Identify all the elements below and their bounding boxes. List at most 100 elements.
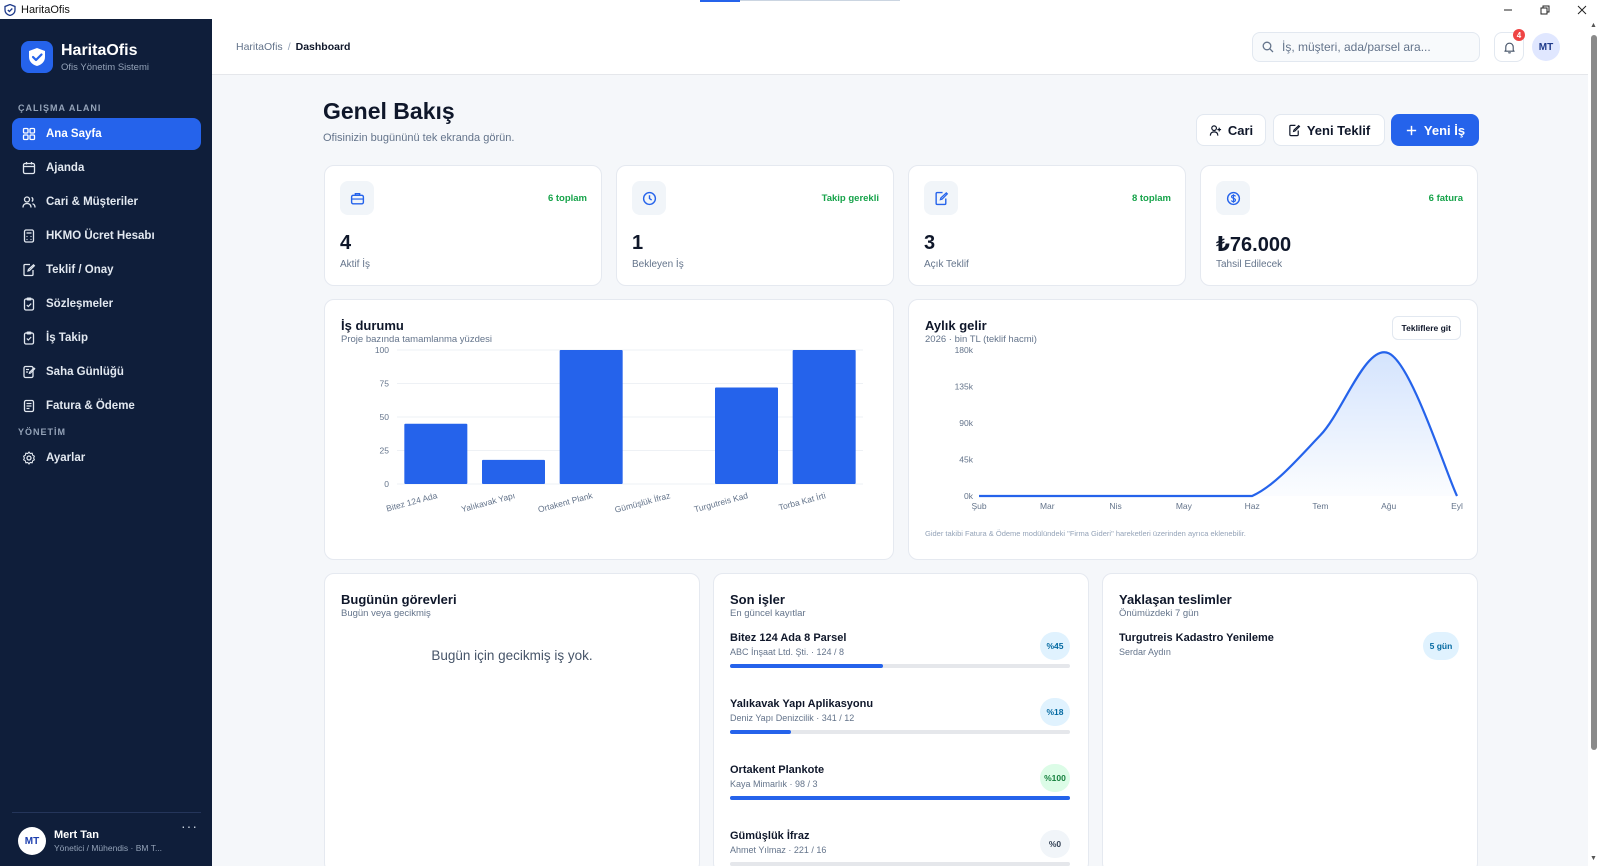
- cari-button-label: Cari: [1227, 122, 1254, 138]
- list-item[interactable]: Ortakent Plankote Kaya Mimarlık · 98 / 3…: [730, 764, 1070, 800]
- stat-value: 1: [632, 232, 644, 254]
- card-title: İş durumu: [341, 318, 404, 333]
- titlebar-line: [740, 0, 900, 1]
- edit-doc-icon: [23, 263, 36, 277]
- gear-icon: [23, 451, 35, 465]
- y-tick-label: 75: [380, 379, 390, 389]
- breadcrumb-root[interactable]: HaritaOfis: [236, 41, 283, 53]
- sidebar-item-hkmo-ucret[interactable]: HKMO Ücret Hesabı: [12, 220, 201, 252]
- go-to-offers-button[interactable]: Tekliflere git: [1391, 316, 1461, 340]
- sidebar-item-ajanda[interactable]: Ajanda: [12, 152, 201, 184]
- sidebar: HaritaOfis Ofis Yönetim Sistemi ÇALIŞMA …: [0, 19, 212, 866]
- scroll-down-icon[interactable]: ▼: [1590, 855, 1597, 862]
- stat-card-receivables[interactable]: 6 fatura ₺76.000 Tahsil Edilecek: [1200, 165, 1478, 286]
- job-status-bar-chart: 0 25 50 75 100 Bitez 124 Ada Yalıkavak Yapı Ort…: [375, 345, 863, 515]
- users-icon: [22, 196, 36, 208]
- job-progress-bar: [730, 796, 1070, 800]
- brand-name: HaritaOfis: [61, 41, 138, 59]
- card-subtitle: Önümüzdeki 7 gün: [1119, 608, 1199, 619]
- sidebar-item-label: Fatura & Ödeme: [46, 400, 135, 412]
- sidebar-item-is-takip[interactable]: İş Takip: [12, 322, 201, 354]
- stat-badge: Takip gerekli: [821, 193, 879, 204]
- breadcrumb-separator: /: [287, 41, 291, 53]
- sidebar-item-label: Ayarlar: [46, 452, 86, 464]
- y-tick-label: 100: [375, 345, 389, 355]
- stat-card-pending-jobs[interactable]: Takip gerekli 1 Bekleyen İş: [616, 165, 894, 286]
- bar: [404, 423, 468, 484]
- search-input[interactable]: [1282, 40, 1472, 54]
- job-progress-pill: %18: [1040, 698, 1070, 726]
- list-item[interactable]: Bitez 124 Ada 8 Parsel ABC İnşaat Ltd. Ş…: [730, 632, 1070, 668]
- close-button[interactable]: [1564, 0, 1600, 19]
- sidebar-item-saha-gunlugu[interactable]: Saha Günlüğü: [12, 356, 201, 388]
- search-box[interactable]: [1252, 32, 1480, 62]
- notifications-button[interactable]: 4: [1494, 29, 1525, 62]
- scrollbar-thumb[interactable]: [1591, 35, 1597, 750]
- cari-button[interactable]: Cari: [1196, 114, 1266, 146]
- card-title: Bugünün görevleri: [341, 592, 457, 607]
- job-progress-fill: [730, 730, 792, 734]
- restore-button[interactable]: [1527, 0, 1563, 19]
- stat-value: 4: [340, 232, 352, 254]
- calendar-icon: [22, 162, 36, 175]
- card-title: Son işler: [730, 592, 785, 607]
- stat-label: Açık Teklif: [924, 259, 969, 270]
- job-status-card: İş durumu Proje bazında tamamlanma yüzde…: [324, 299, 894, 560]
- search-icon: [1262, 41, 1274, 53]
- briefcase-icon: [340, 181, 374, 215]
- card-subtitle: En güncel kayıtlar: [730, 608, 806, 619]
- stat-value: 3: [924, 232, 936, 254]
- y-tick-label: 180k: [955, 345, 974, 355]
- income-footnote: Gider takibi Fatura & Ödeme modülündeki …: [925, 529, 1246, 538]
- scroll-up-icon[interactable]: ▲: [1590, 22, 1597, 29]
- stat-card-open-offers[interactable]: 8 toplam 3 Açık Teklif: [908, 165, 1186, 286]
- user-profile[interactable]: MT Mert Tan Yönetici / Mühendis · BM T..…: [18, 827, 162, 855]
- receipt-icon: [23, 399, 35, 413]
- sidebar-item-fatura-odeme[interactable]: Fatura & Ödeme: [12, 390, 201, 422]
- job-progress-fill: [730, 664, 883, 668]
- header-avatar[interactable]: MT: [1532, 33, 1560, 61]
- stat-label: Aktif İş: [340, 259, 371, 270]
- dollar-icon: [1216, 181, 1250, 215]
- sidebar-item-label: HKMO Ücret Hesabı: [46, 230, 155, 242]
- sidebar-item-teklif-onay[interactable]: Teklif / Onay: [12, 254, 201, 286]
- scrollbar[interactable]: ▲ ▼: [1588, 19, 1600, 866]
- stat-value: ₺76.000: [1216, 234, 1292, 256]
- breadcrumb: HaritaOfis / Dashboard: [236, 41, 350, 53]
- job-meta: Deniz Yapı Denizcilik · 341 / 12: [730, 713, 855, 723]
- edit-doc-icon: [924, 181, 958, 215]
- x-tick-label: May: [1176, 501, 1193, 511]
- list-item[interactable]: Turgutreis Kadastro Yenileme Serdar Aydı…: [1119, 632, 1459, 660]
- x-tick-label: Haz: [1245, 501, 1260, 511]
- new-job-button[interactable]: Yeni İş: [1391, 114, 1479, 146]
- breadcrumb-current: Dashboard: [295, 41, 351, 53]
- minimize-button[interactable]: [1490, 0, 1526, 19]
- sidebar-item-ayarlar[interactable]: Ayarlar: [12, 442, 201, 474]
- new-offer-button[interactable]: Yeni Teklif: [1273, 114, 1385, 146]
- card-subtitle: Proje bazında tamamlanma yüzdesi: [341, 334, 493, 345]
- job-progress-fill: [730, 796, 1070, 800]
- job-progress-pill: %0: [1040, 830, 1070, 858]
- sidebar-item-label: Cari & Müşteriler: [46, 196, 139, 208]
- stat-label: Tahsil Edilecek: [1216, 259, 1283, 270]
- nav-section-work: ÇALIŞMA ALANI: [18, 103, 102, 113]
- job-progress-pill: %100: [1040, 764, 1070, 792]
- sidebar-item-label: Ajanda: [46, 162, 85, 174]
- sidebar-item-ana-sayfa[interactable]: Ana Sayfa: [12, 118, 201, 150]
- contract-icon: [23, 297, 35, 311]
- job-title: Yalıkavak Yapı Aplikasyonu: [730, 698, 874, 710]
- user-name: Mert Tan: [54, 829, 100, 841]
- sidebar-item-sozlesmeler[interactable]: Sözleşmeler: [12, 288, 201, 320]
- list-item[interactable]: Gümüşlük İfraz Ahmet Yılmaz · 221 / 16 %…: [730, 830, 1070, 866]
- user-more-icon[interactable]: ···: [181, 818, 198, 834]
- card-subtitle: 2026 · bin TL (teklif hacmi): [925, 334, 1037, 345]
- list-item[interactable]: Yalıkavak Yapı Aplikasyonu Deniz Yapı De…: [730, 698, 1070, 734]
- delivery-meta: Serdar Aydın: [1119, 647, 1171, 657]
- sidebar-item-cari-musteriler[interactable]: Cari & Müşteriler: [12, 186, 201, 218]
- job-meta: Kaya Mimarlık · 98 / 3: [730, 779, 818, 789]
- stat-card-active-jobs[interactable]: 6 toplam 4 Aktif İş: [324, 165, 602, 286]
- job-progress-bar: [730, 862, 1070, 866]
- brand[interactable]: HaritaOfis Ofis Yönetim Sistemi: [21, 41, 149, 73]
- y-tick-label: 50: [380, 412, 390, 422]
- x-tick-label: Yalıkavak Yapı: [460, 490, 516, 514]
